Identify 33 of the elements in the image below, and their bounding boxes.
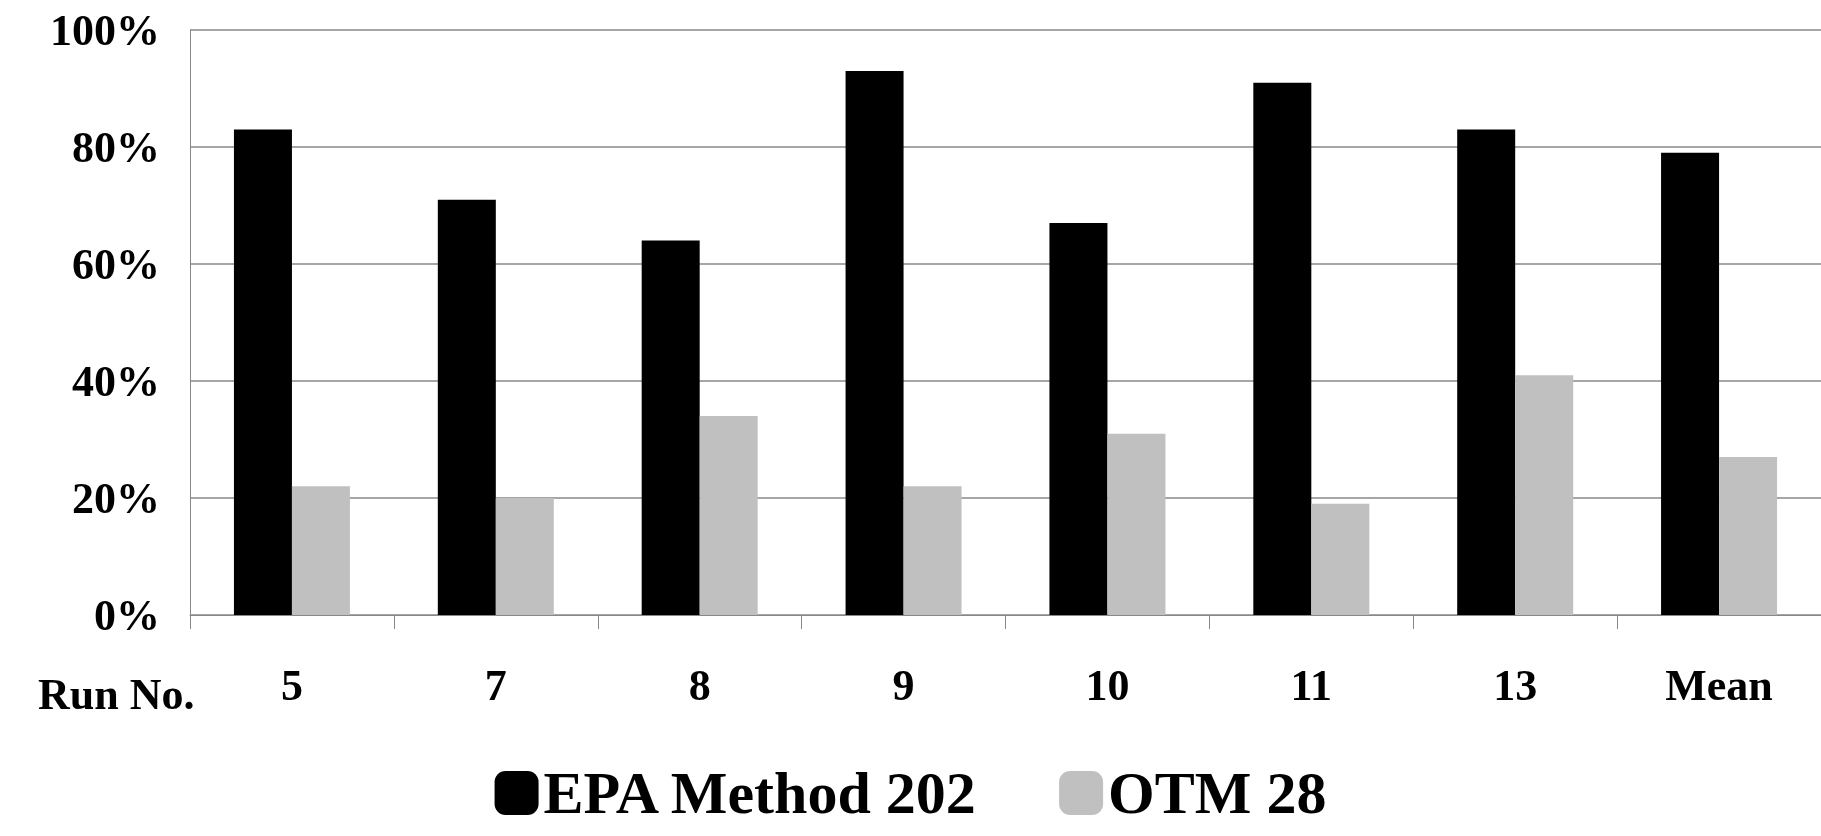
bar [1253,82,1312,615]
bar [437,199,496,615]
x-tick-label: 8 [688,660,711,710]
legend-label: OTM 28 [1108,760,1327,826]
x-tick-label: 5 [280,660,303,710]
y-tick-label: 20% [72,473,160,523]
x-tick-label: Mean [1665,660,1773,710]
x-tick-label: 10 [1085,660,1130,710]
bar [495,498,554,615]
bar [233,129,292,615]
x-tick-label: 11 [1290,660,1333,710]
legend-label: EPA Method 202 [543,760,976,826]
x-tick-label: 9 [892,660,915,710]
x-axis-title: Run No. [38,669,195,719]
bar [1719,457,1778,615]
bar [291,486,350,615]
bar [1457,129,1516,615]
y-tick-label: 0% [94,590,160,640]
bar [1107,433,1166,615]
x-tick-label: 13 [1493,660,1538,710]
y-tick-label: 40% [72,356,160,406]
y-tick-label: 80% [72,122,160,172]
bar [845,70,904,615]
y-tick-label: 60% [72,239,160,289]
bar [1661,152,1720,615]
bar [699,416,758,615]
bar [903,486,962,615]
bar [641,240,700,615]
y-tick-label: 100% [50,5,160,55]
x-tick-label: 7 [484,660,507,710]
bar [1311,503,1370,615]
bar [1049,223,1108,615]
bar [1515,375,1574,615]
